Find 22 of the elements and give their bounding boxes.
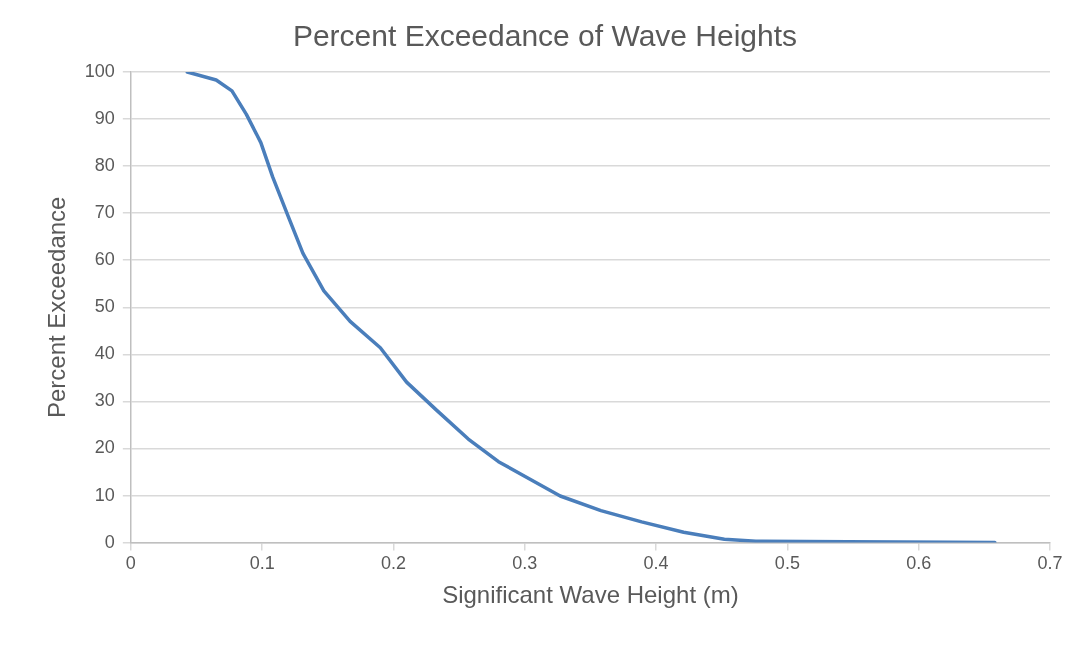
x-axis-title: Significant Wave Height (m) xyxy=(442,581,739,609)
y-tick-label: 60 xyxy=(94,249,115,270)
y-tick-label: 20 xyxy=(94,437,115,458)
y-axis-title: Percent Exceedance xyxy=(43,196,71,419)
x-tick-label: 0.4 xyxy=(643,553,669,574)
x-tick-label: 0.5 xyxy=(774,553,800,574)
y-tick-label: 70 xyxy=(94,202,115,223)
y-tick-label: 10 xyxy=(94,484,115,505)
y-tick-label: 50 xyxy=(94,296,115,317)
y-tick-label: 30 xyxy=(94,390,115,411)
chart-title: Percent Exceedance of Wave Heights xyxy=(292,19,798,53)
x-tick-label: 0.1 xyxy=(249,553,275,574)
x-tick-label: 0.3 xyxy=(512,553,538,574)
x-tick-label: 0.6 xyxy=(906,553,932,574)
y-tick-label: 100 xyxy=(84,60,115,81)
y-tick-label: 0 xyxy=(104,531,115,552)
x-tick-label: 0.7 xyxy=(1037,553,1063,574)
x-tick-label: 0 xyxy=(125,553,136,574)
y-tick-label: 90 xyxy=(94,108,115,129)
y-tick-label: 80 xyxy=(94,155,115,176)
x-tick-label: 0.2 xyxy=(380,553,406,574)
y-tick-label: 40 xyxy=(94,343,115,364)
